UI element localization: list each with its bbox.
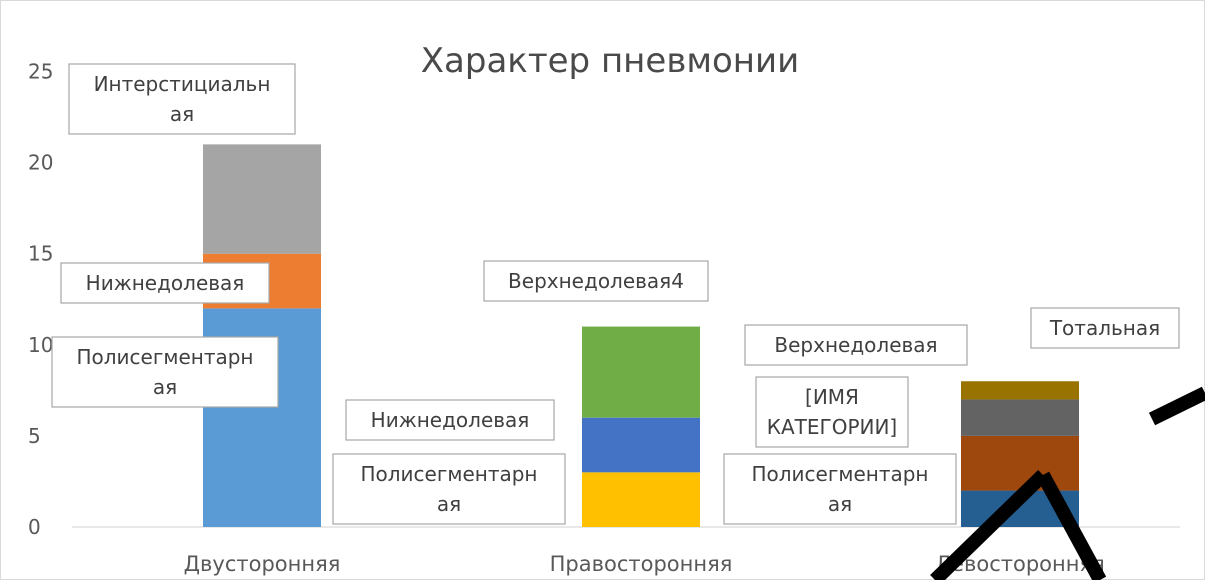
- bar-segment: [582, 418, 700, 473]
- data-label: Верхнедолевая: [745, 325, 967, 365]
- bar-segment: [961, 381, 1079, 399]
- bar-segment: [582, 327, 700, 418]
- data-label-text: Верхнедолевая4: [508, 269, 684, 293]
- data-label: Нижнедолевая: [61, 263, 269, 303]
- data-label: Нижнедолевая: [346, 400, 554, 440]
- data-label: [ИМЯ КАТЕГОРИИ]: [756, 377, 908, 447]
- data-label: Интерстициальн ая: [69, 64, 295, 134]
- data-label-text: Нижнедолевая: [371, 408, 530, 432]
- data-label-text: Интерстициальн: [94, 72, 271, 96]
- data-label: Верхнедолевая4: [484, 261, 708, 301]
- data-label-text: КАТЕГОРИИ]: [767, 415, 897, 439]
- data-label: Полисегментарн ая: [52, 337, 278, 407]
- bar-segment: [203, 144, 321, 253]
- bar-segment: [582, 472, 700, 527]
- x-category-label: Правосторонняя: [550, 552, 733, 576]
- data-label-text: ая: [153, 375, 177, 399]
- x-category-label: Двусторонняя: [184, 552, 341, 576]
- y-tick-label: 25: [28, 60, 53, 84]
- data-label: Полисегментарн ая: [333, 454, 565, 524]
- data-label: Тотальная: [1031, 308, 1179, 348]
- data-label-text: Нижнедолевая: [86, 271, 245, 295]
- data-label-text: ая: [170, 102, 194, 126]
- y-tick-label: 15: [28, 242, 53, 266]
- data-label-text: [ИМЯ: [805, 385, 859, 409]
- data-label-text: Полисегментарн: [751, 462, 928, 486]
- y-tick-label: 10: [28, 333, 53, 357]
- y-tick-label: 5: [28, 424, 41, 448]
- data-label-text: ая: [437, 492, 461, 516]
- y-tick-label: 0: [28, 515, 41, 539]
- y-tick-label: 20: [28, 151, 53, 175]
- bar-segment: [961, 436, 1079, 491]
- data-label-text: Полисегментарн: [360, 462, 537, 486]
- data-label-text: Верхнедолевая: [774, 333, 937, 357]
- data-label-text: ая: [828, 492, 852, 516]
- data-label-text: Полисегментарн: [76, 345, 253, 369]
- chart-title: Характер пневмонии: [421, 41, 799, 81]
- data-label: Полисегментарн ая: [724, 454, 956, 524]
- data-label-text: Тотальная: [1049, 316, 1160, 340]
- bar-segment: [961, 399, 1079, 435]
